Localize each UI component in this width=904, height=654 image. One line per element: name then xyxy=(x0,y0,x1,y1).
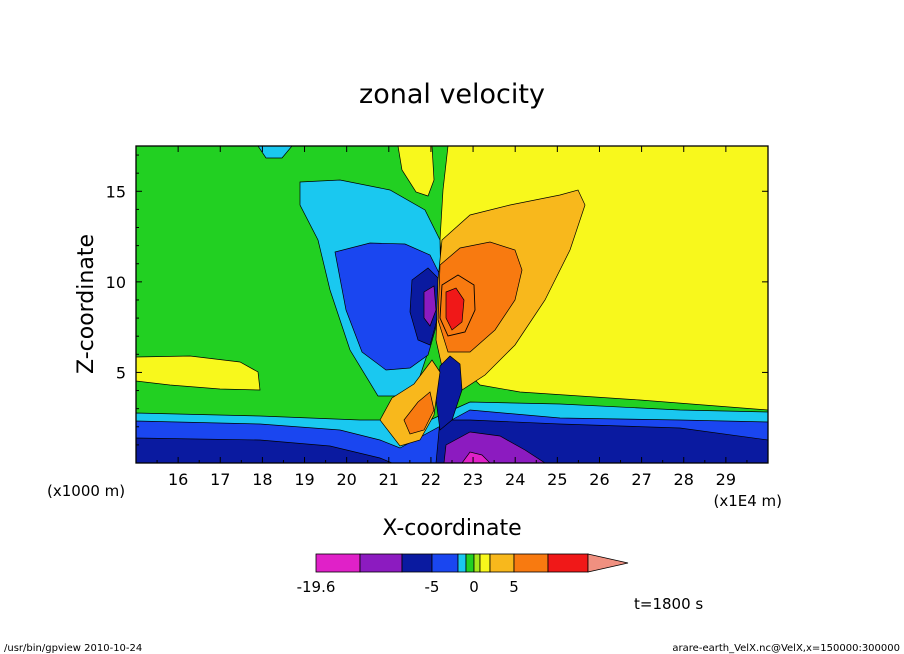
colorbar-segment xyxy=(479,553,491,573)
y-tick-label: 10 xyxy=(106,273,126,292)
colorbar-segment xyxy=(431,553,459,573)
colorbar-labels: -19.6 -5 0 5 xyxy=(297,578,519,596)
contour-darkblue-band xyxy=(136,437,393,463)
x-tick-label: 18 xyxy=(252,470,272,489)
colorbar-tick-label: -19.6 xyxy=(297,578,336,596)
x-tick-label: 26 xyxy=(589,470,609,489)
contour-lower-left-red xyxy=(403,391,435,435)
y-tick-label: 5 xyxy=(116,363,126,382)
colorbar-extend-arrow xyxy=(587,553,629,573)
colorbar-segment xyxy=(465,553,475,573)
colorbar-segment xyxy=(457,553,467,573)
x-tick-label: 17 xyxy=(210,470,230,489)
contour-field xyxy=(136,146,768,463)
x-tick-label: 20 xyxy=(336,470,356,489)
colorbar-tick-label: 5 xyxy=(509,578,519,596)
x-tick-label: 22 xyxy=(421,470,441,489)
colorbar-segment xyxy=(401,553,433,573)
contour-red xyxy=(445,287,465,331)
time-label: t=1800 s xyxy=(634,595,703,613)
x-axis-ticks: 16 17 18 19 20 21 22 23 24 25 26 27 28 29 xyxy=(156,146,748,489)
colorbar xyxy=(315,553,629,573)
x-tick-label: 24 xyxy=(505,470,525,489)
colorbar-segment xyxy=(547,553,589,573)
contour-cyan-top xyxy=(257,146,293,159)
colorbar-segment xyxy=(513,553,549,573)
chart-title: zonal velocity xyxy=(359,79,545,110)
y-tick-label: 15 xyxy=(106,182,126,201)
contour-magenta-lower xyxy=(461,451,491,463)
y-axis-label: Z-coordinate xyxy=(74,234,99,374)
footer-right: arare-earth_VelX.nc@VelX,x=150000:300000 xyxy=(672,643,900,654)
y-unit-label: (x1000 m) xyxy=(47,482,125,500)
colorbar-segment xyxy=(315,553,361,573)
footer-left: /usr/bin/gpview 2010-10-24 xyxy=(4,643,142,654)
colorbar-segment xyxy=(489,553,515,573)
x-axis-label: X-coordinate xyxy=(382,516,521,541)
x-tick-label: 28 xyxy=(674,470,694,489)
colorbar-tick-label: 0 xyxy=(469,578,479,596)
contour-blue-upper xyxy=(334,242,441,371)
x-tick-label: 16 xyxy=(168,470,188,489)
contour-purple-upper xyxy=(423,285,437,327)
x-tick-label: 27 xyxy=(631,470,651,489)
contour-yellow-top xyxy=(397,146,435,197)
colorbar-segment xyxy=(359,553,403,573)
x-tick-label: 23 xyxy=(463,470,483,489)
x-tick-label: 25 xyxy=(547,470,567,489)
colorbar-tick-label: -5 xyxy=(425,578,440,596)
contour-darkblue-column xyxy=(435,355,463,431)
y-axis-ticks: 5 10 15 xyxy=(106,154,768,446)
colorbar-segment xyxy=(473,553,481,573)
x-tick-label: 21 xyxy=(379,470,399,489)
contour-yellow-left xyxy=(136,355,261,391)
x-unit-label: (x1E4 m) xyxy=(713,492,782,510)
x-tick-label: 19 xyxy=(294,470,314,489)
x-tick-label: 29 xyxy=(716,470,736,489)
